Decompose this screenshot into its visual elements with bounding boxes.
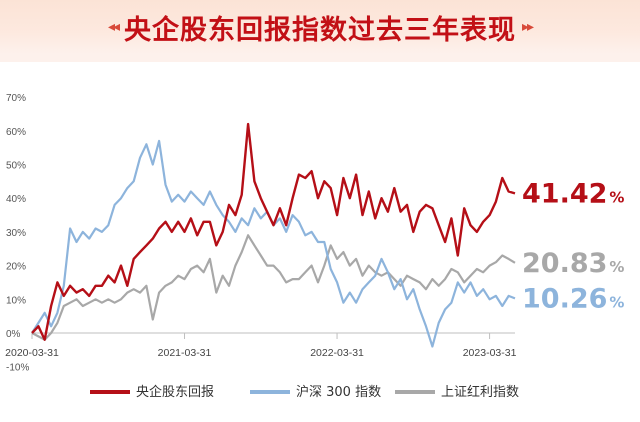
y-tick-label: 10%: [6, 295, 26, 306]
series-line: [31, 139, 516, 348]
legend-swatch: [90, 390, 130, 394]
x-tick-label: 2020-03-31: [5, 347, 59, 359]
series-end-label: 10.26%: [522, 283, 624, 314]
y-tick-label: 70%: [6, 93, 26, 104]
x-tick-label: 2022-03-31: [310, 347, 364, 359]
y-tick-label: 20%: [6, 262, 26, 273]
legend-swatch: [395, 390, 435, 394]
y-tick-label: -10%: [6, 363, 29, 374]
legend-swatch: [250, 390, 290, 394]
ornament-right: ▸▸: [522, 19, 534, 35]
series-end-label: 20.83%: [522, 248, 624, 279]
x-tick-label: 2023-03-31: [463, 347, 517, 359]
y-tick-label: 50%: [6, 161, 26, 172]
page-title: 央企股东回报指数过去三年表现: [124, 14, 516, 46]
title-banner: [0, 0, 640, 54]
y-tick-label: 60%: [6, 127, 26, 138]
series-line: [31, 122, 516, 341]
x-tick-label: 2021-03-31: [158, 347, 212, 359]
y-tick-label: 30%: [6, 228, 26, 239]
legend-label: 上证红利指数: [441, 384, 519, 400]
y-tick-label: 40%: [6, 194, 26, 205]
legend-label: 央企股东回报: [136, 384, 214, 400]
y-tick-label: 0%: [6, 329, 21, 340]
title-row: ◂◂ 央企股东回报指数过去三年表现 ▸▸: [0, 0, 640, 54]
ornament-left: ◂◂: [107, 19, 120, 35]
legend-label: 沪深 300 指数: [296, 384, 381, 400]
series-end-label: 41.42%: [522, 178, 624, 209]
series-line: [31, 234, 516, 341]
